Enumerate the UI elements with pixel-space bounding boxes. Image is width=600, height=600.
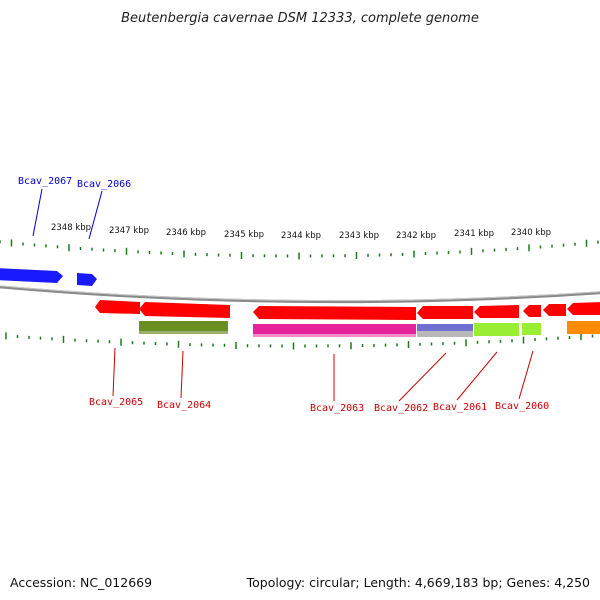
label-leader <box>398 352 447 402</box>
gene-bcav-2060[interactable] <box>523 305 541 317</box>
label-leader <box>32 188 43 237</box>
label-leader <box>180 350 184 399</box>
feature-olive-shade <box>139 331 228 334</box>
gene-label-bcav-2061: Bcav_2061 <box>433 402 487 413</box>
feature-orange <box>567 321 600 334</box>
label-leader <box>112 347 116 397</box>
genome-backbone <box>0 285 600 304</box>
gene-label-bcav-2062: Bcav_2062 <box>374 403 428 414</box>
gene-label-bcav-2065: Bcav_2065 <box>89 397 143 408</box>
tick-marks <box>0 239 599 350</box>
label-leader <box>456 351 498 401</box>
scale-label: 2343 kbp <box>339 231 379 241</box>
gene-unlabeled-1[interactable] <box>543 304 566 316</box>
feature-olive <box>139 321 228 334</box>
gene-bcav-2066[interactable] <box>77 273 97 286</box>
feature-slate-grey <box>417 331 473 337</box>
gene-label-bcav-2064: Bcav_2064 <box>157 400 211 411</box>
scale-label: 2346 kbp <box>166 228 206 238</box>
gene-unlabeled-2[interactable] <box>567 302 600 315</box>
gene-bcav-2065[interactable] <box>95 300 140 314</box>
feature-magenta-shade <box>253 334 416 337</box>
gene-bcav-2062[interactable] <box>417 306 473 319</box>
label-leader <box>518 350 534 400</box>
scale-label: 2347 kbp <box>109 226 149 236</box>
scale-label: 2340 kbp <box>511 228 551 238</box>
feature-slate <box>417 324 473 331</box>
gene-label-bcav-2060: Bcav_2060 <box>495 401 549 412</box>
feature-lime <box>474 323 519 336</box>
accession-label: Accession: NC_012669 <box>10 575 153 590</box>
map-title: Beutenbergia cavernae DSM 12333, complet… <box>121 11 479 26</box>
scale-label: 2342 kbp <box>396 231 436 241</box>
scale-label: 2348 kbp <box>51 223 91 233</box>
gene-bcav-2067[interactable] <box>0 268 63 283</box>
gene-bcav-2064[interactable] <box>139 302 230 318</box>
feature-lime-small <box>522 323 541 335</box>
topology-label: Topology: circular; Length: 4,669,183 bp… <box>246 575 590 590</box>
scale-label: 2345 kbp <box>224 230 264 240</box>
gene-label-bcav-2067: Bcav_2067 <box>18 176 72 187</box>
scale-labels: 2348 kbp 2347 kbp 2346 kbp 2345 kbp 2344… <box>51 223 551 241</box>
gene-bcav-2061[interactable] <box>474 305 519 318</box>
label-leader <box>88 190 103 240</box>
gene-bcav-2063[interactable] <box>253 306 416 320</box>
scale-label: 2344 kbp <box>281 231 321 241</box>
feature-magenta <box>253 324 416 337</box>
scale-label: 2341 kbp <box>454 229 494 239</box>
gene-label-bcav-2063: Bcav_2063 <box>310 403 364 414</box>
genome-backbone-highlight <box>0 285 600 302</box>
gene-label-bcav-2066: Bcav_2066 <box>77 179 131 190</box>
